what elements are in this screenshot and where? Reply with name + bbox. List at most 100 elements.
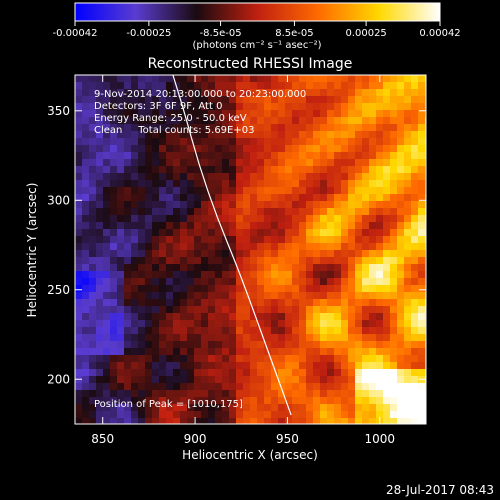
heatmap-cell [82,362,90,370]
heatmap-cell [264,215,272,223]
heatmap-cell [152,173,160,181]
heatmap-cell [229,362,237,370]
annotation-energy-range: Energy Range: 25.0 - 50.0 keV [94,113,247,124]
heatmap-cell [250,257,258,265]
heatmap-cell [215,103,223,111]
heatmap-cell [313,278,321,286]
heatmap-cell [89,250,97,258]
heatmap-cell [75,173,83,181]
heatmap-cell [152,159,160,167]
heatmap-cell [383,187,391,195]
heatmap-cell [292,180,300,188]
heatmap-cell [250,75,258,83]
heatmap-cell [369,257,377,265]
heatmap-cell [334,110,342,118]
heatmap-cell [369,292,377,300]
heatmap-cell [215,292,223,300]
heatmap-cell [215,208,223,216]
heatmap-cell [96,334,104,342]
heatmap-cell [411,418,419,424]
heatmap-cell [397,306,405,314]
heatmap-cell [341,306,349,314]
heatmap-cell [376,82,384,90]
heatmap-cell [397,390,405,398]
heatmap-cell [180,257,188,265]
heatmap-cell [236,89,244,97]
heatmap-cell [96,110,104,118]
heatmap-cell [131,138,139,146]
heatmap-cell [166,418,174,424]
heatmap-cell [257,138,265,146]
heatmap-cell [131,348,139,356]
heatmap-cell [418,271,426,279]
heatmap-cell [187,208,195,216]
heatmap-cell [383,215,391,223]
heatmap-cell [131,355,139,363]
heatmap-cell [278,208,286,216]
heatmap-cell [250,404,258,412]
heatmap-cell [131,166,139,174]
heatmap-cell [334,124,342,132]
heatmap-cell [82,131,90,139]
heatmap-cell [348,89,356,97]
colorbar-unit-label: (photons cm⁻² s⁻¹ asec⁻²) [192,40,321,51]
heatmap-cell [89,404,97,412]
heatmap-cell [159,166,167,174]
heatmap-cell [411,138,419,146]
heatmap-cell [341,292,349,300]
heatmap-cell [229,257,237,265]
heatmap-cell [89,208,97,216]
heatmap-cell [117,208,125,216]
heatmap-cell [159,390,167,398]
heatmap-cell [96,117,104,125]
heatmap-cell [257,271,265,279]
heatmap-cell [418,187,426,195]
heatmap-cell [264,383,272,391]
heatmap-cell [243,187,251,195]
heatmap-cell [362,103,370,111]
heatmap-cell [96,138,104,146]
heatmap-cell [292,271,300,279]
heatmap-cell [215,271,223,279]
heatmap-cell [306,257,314,265]
heatmap-cell [173,264,181,272]
heatmap-cell [383,243,391,251]
heatmap-cell [369,362,377,370]
heatmap-cell [96,124,104,132]
heatmap-cell [222,376,230,384]
heatmap-cell [334,180,342,188]
heatmap-cell [201,418,209,424]
heatmap-cell [320,222,328,230]
heatmap-cell [229,278,237,286]
heatmap-cell [138,334,146,342]
heatmap-cell [390,131,398,139]
heatmap-cell [243,131,251,139]
heatmap-cell [117,201,125,209]
heatmap-cell [264,229,272,237]
heatmap-cell [236,264,244,272]
heatmap-cell [397,285,405,293]
heatmap-cell [334,159,342,167]
heatmap-cell [313,208,321,216]
heatmap-cell [257,96,265,104]
heatmap-cell [299,250,307,258]
heatmap-cell [271,173,279,181]
heatmap-cell [313,236,321,244]
heatmap-cell [75,271,83,279]
heatmap-cell [166,376,174,384]
heatmap-cell [292,131,300,139]
heatmap-cell [117,243,125,251]
heatmap-cell [334,257,342,265]
heatmap-cell [173,313,181,321]
heatmap-cell [96,292,104,300]
heatmap-cell [110,418,118,424]
heatmap-cell [348,138,356,146]
heatmap-cell [383,117,391,125]
heatmap-cell [355,292,363,300]
heatmap-cell [180,243,188,251]
heatmap-cell [411,327,419,335]
heatmap-cell [131,320,139,328]
heatmap-cell [103,89,111,97]
heatmap-cell [138,411,146,419]
heatmap-cell [383,390,391,398]
